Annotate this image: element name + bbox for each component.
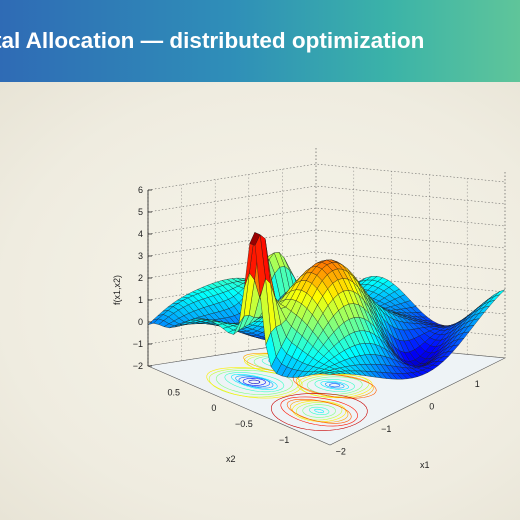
x1-tick-label: 0 [429, 401, 434, 411]
z-axis-ticks: 6 5 4 3 2 1 0 −1 −2 [133, 185, 152, 371]
contour-line [290, 399, 349, 423]
z-tick-label: 5 [138, 207, 143, 217]
contour-line [302, 404, 336, 418]
z-tick-label: 0 [138, 317, 143, 327]
x2-axis-ticks: 0.5 0 −0.5 −1 [168, 387, 290, 444]
z-tick-label: 2 [138, 273, 143, 283]
z-gridline [147, 251, 506, 279]
contour-line [235, 375, 274, 389]
surface-mesh [147, 231, 506, 380]
x2-tick-label: 0 [211, 403, 216, 413]
contour-line [231, 373, 278, 390]
contour-line [208, 368, 301, 398]
contour-line [280, 396, 358, 427]
contour-line [324, 382, 345, 389]
contour-line [329, 383, 341, 388]
contour-line [297, 373, 373, 399]
z-tick-label: −2 [133, 361, 143, 371]
contour-line [314, 378, 355, 392]
contour-line [270, 393, 368, 431]
contour-line [215, 369, 293, 395]
x1-tick-label: −2 [336, 447, 346, 457]
x2-tick-label: 0.5 [168, 387, 181, 397]
z-tick-label: 6 [138, 185, 143, 195]
x1-axis-ticks: −2 −1 0 1 [336, 379, 480, 457]
surface-patch [324, 372, 336, 375]
z-tick-label: −1 [133, 339, 143, 349]
z-gridline [147, 163, 506, 191]
contour-line [224, 372, 285, 393]
title-banner: tal Allocation — distributed optimizatio… [0, 0, 520, 82]
contour-line [308, 406, 330, 416]
slide-title: tal Allocation — distributed optimizatio… [0, 28, 425, 53]
contour-line [286, 398, 352, 424]
surface-patch [494, 289, 506, 297]
contour-line [295, 401, 343, 421]
x1-tick-label: 1 [475, 379, 480, 389]
z-axis-label: f(x1,x2) [112, 275, 122, 305]
z-tick-label: 4 [138, 229, 143, 239]
x2-tick-label: −0.5 [235, 419, 253, 429]
x2-axis-label: x2 [226, 454, 236, 464]
z-tick-label: 1 [138, 295, 143, 305]
contour-line [306, 376, 363, 395]
contour-line [242, 377, 266, 386]
contour-line [314, 408, 325, 413]
z-gridline [147, 185, 506, 213]
z-gridline [147, 229, 506, 257]
x2-tick-label: −1 [279, 435, 289, 445]
x1-tick-label: −1 [381, 424, 391, 434]
z-tick-label: 3 [138, 251, 143, 261]
contour-line [248, 379, 261, 384]
contour-line [320, 380, 349, 390]
x1-axis-label: x1 [420, 460, 430, 470]
z-gridline [147, 317, 506, 345]
z-gridline [147, 207, 506, 235]
contour-line [292, 400, 347, 422]
